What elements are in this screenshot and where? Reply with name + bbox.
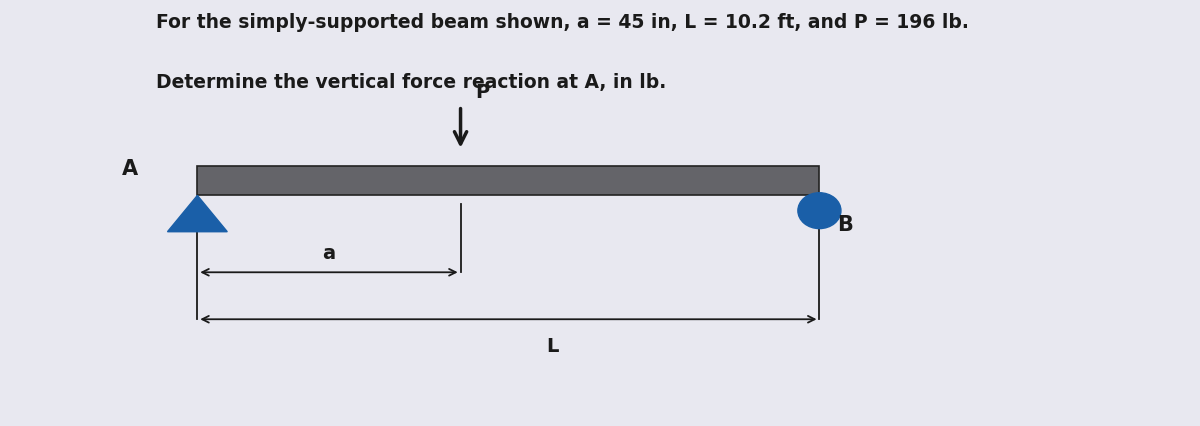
Text: A: A bbox=[121, 158, 138, 178]
Text: For the simply-supported beam shown, a = 45 in, L = 10.2 ft, and P = 196 lb.: For the simply-supported beam shown, a =… bbox=[156, 13, 968, 32]
Text: L: L bbox=[546, 337, 558, 355]
Bar bbox=[197, 166, 820, 196]
Text: a: a bbox=[323, 243, 336, 262]
Text: B: B bbox=[838, 215, 853, 235]
Polygon shape bbox=[168, 196, 227, 232]
Ellipse shape bbox=[798, 193, 841, 229]
Text: Determine the vertical force reaction at A, in lb.: Determine the vertical force reaction at… bbox=[156, 72, 666, 91]
Text: P: P bbox=[475, 83, 490, 102]
